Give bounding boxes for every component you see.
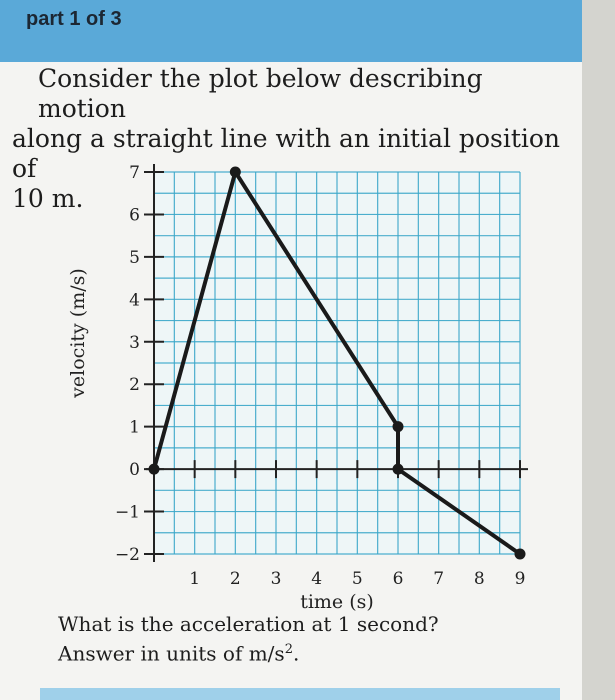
- prompt-line-3: 10 m.: [12, 184, 84, 213]
- chart-svg: 7 6 5 4 3 2 1 0 −1 −2 1 2 3 4 5 6 7 8 9 time (s) velocity (m…: [67, 163, 528, 613]
- y-tick-label: 7: [129, 163, 140, 183]
- question-line-2: Answer in units of m/s2.: [58, 637, 439, 667]
- y-tick-label: −2: [115, 545, 140, 565]
- question-text: What is the acceleration at 1 second? An…: [58, 612, 439, 667]
- prompt-line-2: along a straight line with an initial po…: [12, 124, 561, 183]
- unit-base: m/s: [248, 641, 285, 666]
- side-strip: [582, 0, 615, 700]
- data-point: [392, 421, 404, 433]
- prompt-line-1: Consider the plot below describing motio…: [38, 64, 483, 123]
- x-tick-label: 5: [352, 569, 363, 589]
- part-header: part 1 of 3: [0, 0, 582, 62]
- question-card: part 1 of 3 Consider the plot below desc…: [0, 0, 582, 700]
- question-line-2-suffix: .: [292, 641, 300, 666]
- answer-section-bar: [40, 688, 560, 700]
- data-point: [392, 463, 404, 475]
- y-tick-label: 6: [129, 205, 140, 225]
- x-tick-label: 1: [189, 569, 200, 589]
- data-point: [514, 548, 526, 560]
- x-tick-label: 8: [474, 569, 485, 589]
- data-point: [148, 463, 160, 475]
- question-line-2-prefix: Answer in units of: [58, 641, 249, 666]
- x-tick-label: 6: [393, 569, 404, 589]
- part-label: part 1 of 3: [26, 8, 122, 30]
- y-tick-label: 5: [129, 248, 140, 268]
- y-tick-label: 3: [129, 333, 140, 353]
- y-tick-label: 0: [129, 460, 140, 480]
- unit-exponent: 2: [284, 642, 293, 657]
- x-tick-label: 9: [515, 569, 526, 589]
- x-tick-label: 2: [230, 569, 241, 589]
- question-line-1: What is the acceleration at 1 second?: [58, 612, 439, 636]
- x-tick-label: 3: [271, 569, 282, 589]
- y-tick-label: 1: [129, 418, 140, 438]
- y-tick-label: −1: [115, 503, 140, 523]
- y-axis-label: velocity (m/s): [67, 268, 89, 399]
- x-axis-label: time (s): [300, 591, 374, 613]
- velocity-time-chart: 7 6 5 4 3 2 1 0 −1 −2 1 2 3 4 5 6 7 8 9 time (s) velocity (m…: [40, 150, 550, 620]
- data-point: [229, 166, 241, 178]
- y-tick-label: 2: [129, 375, 140, 395]
- y-tick-label: 4: [129, 290, 140, 310]
- x-tick-label: 7: [433, 569, 444, 589]
- problem-statement: Consider the plot below describing motio…: [12, 64, 572, 214]
- x-tick-label: 4: [311, 569, 322, 589]
